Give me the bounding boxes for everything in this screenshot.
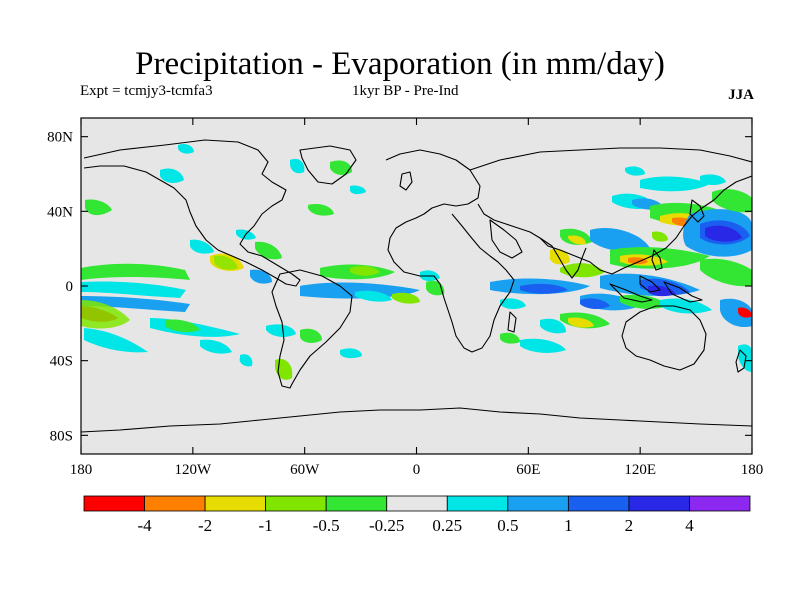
- experiment-label: Expt = tcmjy3-tcmfa3: [80, 83, 213, 99]
- x-axis: 180 120W 60W 0 60E 120E 180: [70, 118, 764, 478]
- colorbar-box: [204, 495, 267, 512]
- coastlines: [81, 139, 752, 433]
- plot-title: Precipitation - Evaporation (in mm/day): [135, 46, 665, 82]
- colorbar-box: [144, 495, 206, 512]
- colorbar-label: 0.5: [497, 516, 518, 535]
- colorbar-label: -0.25: [369, 516, 404, 535]
- colorbar-box: [386, 495, 448, 512]
- colorbar-box: [567, 495, 630, 512]
- y-tick-label: 40S: [50, 354, 73, 370]
- x-tick-label: 120W: [174, 462, 212, 478]
- colorbar-label: -1: [259, 516, 273, 535]
- colorbar-box: [325, 495, 388, 512]
- y-tick-label: 80N: [47, 130, 73, 146]
- colorbar-label: 1: [564, 516, 573, 535]
- period-label: 1kyr BP - Pre-Ind: [352, 83, 459, 99]
- x-tick-label: 0: [413, 462, 421, 478]
- colorbar: -4 -2 -1 -0.5 -0.25 0.25 0.5 1 2 4: [83, 495, 751, 535]
- anomaly-field: [81, 143, 752, 380]
- colorbar-box: [446, 495, 509, 512]
- colorbar-label: 0.25: [432, 516, 462, 535]
- y-tick-label: 0: [66, 279, 74, 295]
- colorbar-label: 2: [625, 516, 634, 535]
- colorbar-box: [83, 495, 145, 512]
- colorbar-label: -2: [198, 516, 212, 535]
- x-tick-label: 60W: [290, 462, 320, 478]
- colorbar-box: [507, 495, 569, 512]
- x-tick-label: 60E: [516, 462, 540, 478]
- colorbar-label: -4: [137, 516, 152, 535]
- x-tick-label: 180: [70, 462, 93, 478]
- x-tick-label: 120E: [624, 462, 656, 478]
- colorbar-box: [628, 495, 690, 512]
- colorbar-box: [265, 495, 327, 512]
- colorbar-label: -0.5: [313, 516, 340, 535]
- x-tick-label: 180: [741, 462, 764, 478]
- season-label: JJA: [728, 87, 754, 103]
- colorbar-box: [689, 495, 751, 512]
- colorbar-label: 4: [685, 516, 694, 535]
- y-axis: 80N 40N 0 40S 80S: [47, 130, 752, 444]
- y-tick-label: 80S: [50, 428, 73, 444]
- y-tick-label: 40N: [47, 204, 73, 220]
